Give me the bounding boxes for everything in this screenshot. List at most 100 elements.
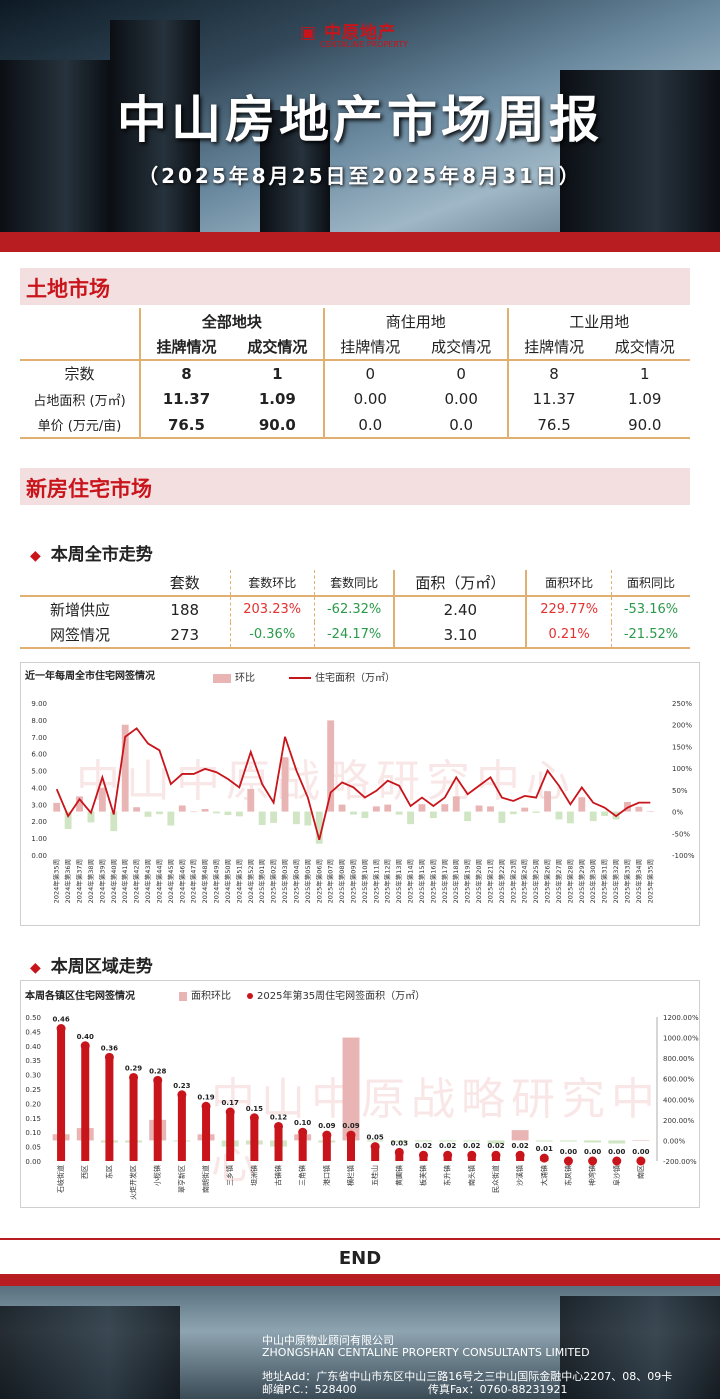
subsection-district-trend: ◆ 本周区域走势	[30, 957, 153, 977]
building-right	[560, 70, 720, 232]
dot-area	[418, 1150, 428, 1160]
district-chart: 中山中原战略研究中心 本周各镇区住宅网签情况 面积环比 2025年第35周住宅网…	[20, 980, 700, 1208]
x-tick-label: 2025年第15周	[417, 859, 426, 903]
y2-tick-label: 600.00%	[663, 1076, 694, 1084]
land-group-ind: 工业用地	[569, 312, 630, 331]
bar-wow	[601, 811, 609, 816]
x-tick-label: 2025年第33周	[622, 859, 631, 903]
x-tick-label: 2024年第35周	[52, 859, 61, 903]
bar-wow	[521, 807, 529, 812]
data-label: 0.03	[391, 1139, 408, 1147]
dot-area	[346, 1130, 356, 1140]
y-tick-label: 0.50	[25, 1014, 41, 1022]
x-tick-label: 2025年第06周	[314, 859, 323, 903]
dot-area	[249, 1113, 259, 1123]
x-tick-label: 2025年第08周	[337, 859, 346, 903]
land-col-deal: 成交情况	[231, 334, 325, 360]
bar-wow	[270, 811, 278, 823]
y-tick-label: 0.10	[25, 1129, 41, 1137]
data-label: 0.29	[125, 1064, 142, 1072]
bar-wow	[535, 1140, 553, 1142]
cell: 0.00	[353, 390, 387, 408]
x-tick-label: 2024年第47周	[189, 859, 198, 903]
cell: 0	[365, 364, 376, 383]
x-tick-label: 2025年第30周	[588, 859, 597, 903]
dot-area	[588, 1156, 598, 1166]
bar-wow	[646, 811, 654, 812]
cell: -53.16%	[623, 602, 679, 617]
postcode: 邮编P.C.：528400	[262, 1383, 357, 1396]
x-tick-label: 2025年第11周	[371, 859, 380, 903]
bar-wow	[64, 811, 72, 829]
bar-wow	[464, 811, 472, 822]
x-tick-label: 南区	[636, 1165, 645, 1179]
bar-wow	[390, 1140, 408, 1143]
x-tick-label: 2024年第51周	[234, 859, 243, 903]
dot-area	[563, 1156, 573, 1166]
date-range: （2025年8月25日至2025年8月31日）	[138, 164, 582, 188]
land-col-list: 挂牌情况	[524, 338, 585, 356]
data-label: 0.09	[342, 1122, 359, 1130]
page-title: 中山房地产市场周报	[117, 90, 603, 149]
end-label: END	[338, 1248, 382, 1269]
legend-bar: 面积环比	[179, 987, 231, 1002]
land-group-all: 全部地块	[139, 308, 325, 334]
dot-area	[612, 1156, 622, 1166]
x-tick-label: 2024年第39周	[97, 859, 106, 903]
cell: 90.0	[231, 412, 325, 438]
x-tick-label: 三乡镇	[225, 1165, 234, 1186]
data-label: 0.12	[270, 1113, 287, 1121]
y-tick-label: 0.20	[25, 1100, 41, 1108]
cell: 76.5	[139, 412, 232, 438]
x-tick-label: 2025年第07周	[326, 859, 335, 903]
bar-wow	[384, 804, 392, 812]
bar-wow	[366, 1140, 384, 1142]
data-label: 0.02	[511, 1142, 528, 1150]
x-tick-label: 板芙镇	[418, 1165, 427, 1186]
x-tick-label: 南朗街道	[201, 1165, 210, 1193]
x-tick-label: 2025年第34周	[634, 859, 643, 903]
bar-wow	[98, 787, 106, 812]
y-tick-label: 0.45	[25, 1028, 41, 1036]
bar-wow	[441, 804, 449, 812]
col-header: 套数同比	[330, 576, 379, 590]
data-label: 0.00	[608, 1148, 625, 1156]
y2-tick-label: 0.00%	[663, 1137, 686, 1145]
table-row: 占地面积 (万㎡) 11.37 1.09 0.00 0.00 11.37 1.0…	[20, 386, 690, 412]
chart-title: 近一年每周全市住宅网签情况	[25, 671, 155, 682]
footer: 中山中原物业顾问有限公司 ZHONGSHAN CENTALINE PROPERT…	[0, 1286, 720, 1399]
y2-tick-label: 200%	[672, 722, 692, 730]
x-tick-label: 横栏镇	[346, 1165, 355, 1186]
col-header: 套数	[140, 570, 231, 596]
cell: 1.09	[231, 386, 325, 412]
line-area	[55, 727, 651, 841]
bar-wow	[475, 805, 483, 812]
bar-wow	[635, 806, 643, 812]
y2-tick-label: -100%	[672, 852, 695, 860]
watermark: 中山中原战略研究中心	[211, 1074, 661, 1189]
cell: 229.77%	[526, 596, 612, 622]
land-col-deal: 成交情况	[614, 338, 675, 356]
chart-title: 本周各镇区住宅网签情况	[25, 991, 135, 1002]
x-tick-label: 2025年第18周	[451, 859, 460, 903]
x-tick-label: 小榄镇	[153, 1165, 162, 1186]
cell: 11.37	[532, 390, 576, 408]
y-tick-label: 0.00	[25, 1158, 41, 1166]
x-tick-label: 2025年第16周	[428, 859, 437, 903]
cell: -21.52%	[623, 627, 679, 642]
building-tower	[110, 20, 200, 232]
bar-wow	[509, 811, 517, 815]
header-red-bar	[0, 232, 720, 252]
dot-area	[370, 1142, 380, 1152]
legend-line: 住宅面积（万㎡）	[289, 669, 395, 684]
x-tick-label: 2025年第19周	[463, 859, 472, 903]
y-tick-label: 0.35	[25, 1057, 41, 1065]
cell: 76.5	[537, 415, 571, 434]
header-banner: ▣ 中原地产 CENTALINE PROPERTY 中山房地产市场周报 （202…	[0, 0, 720, 232]
x-tick-label: 港口镇	[322, 1165, 331, 1186]
bar-wow	[463, 1140, 481, 1142]
x-tick-label: 2025年第35周	[645, 859, 654, 903]
y-tick-label: 0.25	[25, 1086, 41, 1094]
x-tick-label: 东升镇	[443, 1165, 452, 1186]
data-label: 0.09	[318, 1122, 335, 1130]
